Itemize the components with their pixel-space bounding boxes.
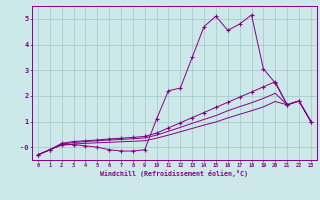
X-axis label: Windchill (Refroidissement éolien,°C): Windchill (Refroidissement éolien,°C) (100, 170, 248, 177)
